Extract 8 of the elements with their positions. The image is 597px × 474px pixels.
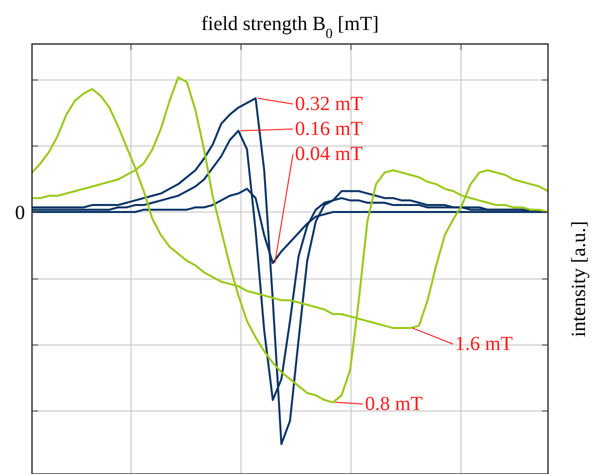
- text: 0.16 mT: [295, 118, 363, 140]
- chart-title: field strength B$_{0}$ [mT]: [201, 13, 379, 42]
- series-label: 0.32 mT: [295, 93, 363, 115]
- text: 0: [15, 202, 25, 224]
- y-axis-title: intensity [a.u.]: [568, 220, 590, 338]
- text: 0.04 mT: [295, 143, 363, 165]
- series-label: 1.6 mT: [455, 333, 513, 355]
- series-label: 0.8 mT: [365, 393, 423, 415]
